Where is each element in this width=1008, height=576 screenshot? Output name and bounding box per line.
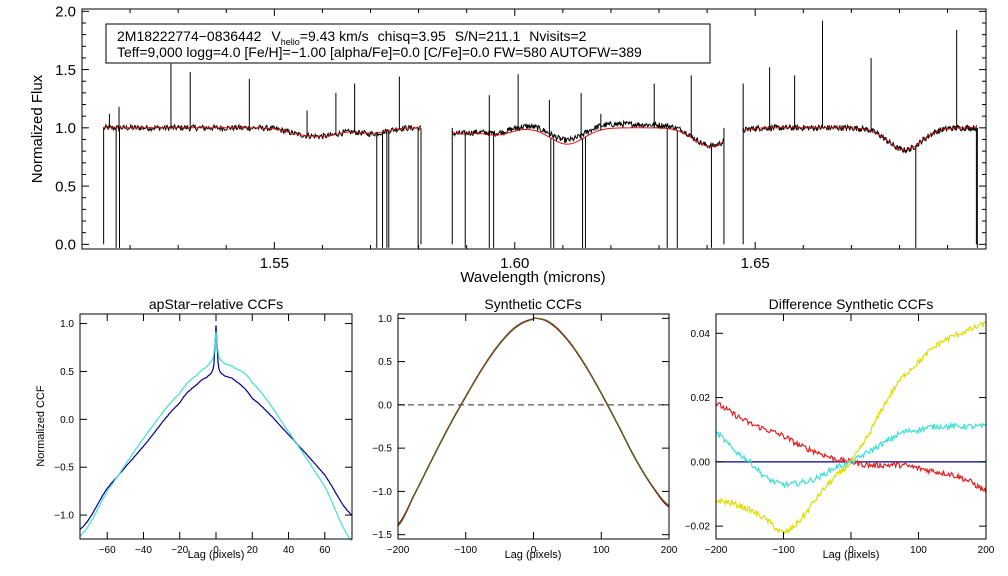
- apstar-ccf-ylabel: Normalized CCF: [35, 385, 47, 467]
- annotation-vhelio-value: =9.43 km/s: [300, 28, 369, 44]
- apstar-ccf-xlabel: Lag (pixels): [188, 549, 245, 561]
- synthetic-ccf-ytick-label: 0.0: [378, 400, 392, 411]
- apstar-ccf-ytick-label: −0.5: [54, 463, 74, 474]
- apstar-ccf-xtick-label: −20: [171, 545, 188, 556]
- synthetic-ccf-xtick-label: 200: [661, 545, 678, 556]
- synthetic-ccf-ticks: −200 −100 0 100 200 −1.5 −1.0 −0.5 0.0 0.5 1.0: [372, 314, 678, 556]
- spectrum-ytick-label: 0.0: [55, 237, 76, 254]
- synthetic-ccf-panel: −200 −100 0 100 200 −1.5 −1.0 −0.5 0.0 0.5 1.0 Syn…: [372, 296, 678, 561]
- synthetic-ccf-ytick-label: −1.0: [372, 487, 392, 498]
- spectrum-xlabel: Wavelength (microns): [460, 269, 605, 286]
- apstar-ccf-title: apStar−relative CCFs: [149, 296, 283, 312]
- apstar-ccf-xtick-label: 0: [213, 545, 219, 556]
- spectrum-ytick-label: 2.0: [55, 4, 76, 21]
- difference-ccf-frame: [715, 313, 987, 540]
- difference-ccf-xtick-label: 0: [848, 545, 854, 556]
- spectrum-model-line: [743, 127, 977, 151]
- spectrum-frame: [81, 8, 987, 250]
- annotation-chisq: chisq=3.95: [378, 28, 446, 44]
- synthetic-ccf-xtick-label: −200: [387, 545, 410, 556]
- spectrum-xtick-label: 1.60: [500, 255, 529, 272]
- apstar-ccf-xtick-label: −40: [135, 545, 152, 556]
- synthetic-ccf-ytick-label: −1.5: [372, 530, 392, 541]
- synthetic-ccf-xtick-label: 100: [593, 545, 610, 556]
- apstar-ccf-xtick-label: −60: [99, 545, 116, 556]
- difference-ccf-xtick-label: −200: [705, 545, 728, 556]
- difference-ccf-xtick-label: 100: [910, 545, 927, 556]
- synthetic-ccf-xtick-label: 0: [531, 545, 537, 556]
- spectrum-ytick-label: 1.0: [55, 120, 76, 137]
- difference-ccf-ytick-label: −0.02: [685, 522, 711, 533]
- spectrum-xtick-label: 1.55: [260, 255, 289, 272]
- annotation-line-1: 2M18222774−0836442 Vhelio=9.43 km/s chisq=…: [117, 28, 587, 47]
- spectrum-ytick-label: 0.5: [55, 178, 76, 195]
- difference-ccf-title: Difference Synthetic CCFs: [769, 296, 934, 312]
- apstar-ccf-frame: [79, 313, 353, 540]
- spectrum-ticks: 1.55 1.60 1.65 0.0 0.5 1.0 1.5 2.0: [55, 4, 986, 272]
- spectrum-ylabel: Normalized Flux: [29, 74, 46, 183]
- apstar-ccf-ytick-label: 1.0: [60, 319, 74, 330]
- synthetic-ccf-ytick-label: 0.5: [378, 357, 392, 368]
- synthetic-ccf-ytick-label: 1.0: [378, 314, 392, 325]
- apstar-ccf-data: [79, 325, 353, 542]
- difference-ccf-panel: −200 −100 0 100 200 −0.02 0.00 0.02 0.04 Differe…: [685, 296, 995, 561]
- annotation-params: Teff=9,000 logg=4.0 [Fe/H]=−1.00 [alpha/…: [117, 44, 642, 60]
- spectrum-model-line: [103, 127, 421, 137]
- apstar-ccf-xtick-label: 20: [247, 545, 259, 556]
- spectrum-data: [103, 20, 978, 248]
- apstar-ccf-xtick-label: 60: [319, 545, 331, 556]
- apstar-ccf-ticks: −60 −40 −20 0 20 40 60 −1.0 −0.5 0.0 0.5 1.0: [54, 314, 352, 556]
- apstar-ccf-series-visit-2: [79, 331, 353, 542]
- difference-ccf-ytick-label: 0.00: [691, 457, 711, 468]
- annotation-vhelio-sub: helio: [281, 37, 300, 47]
- apstar-ccf-ytick-label: 0.0: [60, 415, 74, 426]
- spectrum-panel: 1.55 1.60 1.65 0.0 0.5 1.0 1.5 2.0 Wavelength (…: [29, 4, 987, 286]
- apstar-ccf-series-visit-1: [79, 325, 353, 530]
- synthetic-ccf-title: Synthetic CCFs: [484, 296, 581, 312]
- synthetic-ccf-frame: [397, 313, 670, 540]
- apstar-ccf-ytick-label: −1.0: [54, 511, 74, 522]
- difference-ccf-data: [715, 321, 987, 536]
- annotation-snr: S/N=211.1: [455, 28, 521, 44]
- difference-ccf-xtick-label: −100: [772, 545, 795, 556]
- apstar-ccf-panel: −60 −40 −20 0 20 40 60 −1.0 −0.5 0.0 0.5 1.0 apStar…: [35, 296, 353, 561]
- difference-ccf-ytick-label: 0.02: [691, 393, 711, 404]
- spectrum-xtick-label: 1.65: [741, 255, 770, 272]
- annotation-box: [105, 23, 711, 64]
- annotation-nvisits: Nvisits=2: [529, 28, 586, 44]
- difference-ccf-xlabel: Lag (pixels): [823, 549, 880, 561]
- difference-ccf-xtick-label: 200: [978, 545, 995, 556]
- apstar-ccf-ytick-label: 0.5: [60, 367, 74, 378]
- spectrum-ytick-label: 1.5: [55, 62, 76, 79]
- synthetic-ccf-xtick-label: −100: [454, 545, 477, 556]
- difference-ccf-series-yellow: [715, 321, 987, 536]
- annotation-vhelio-prefix: V: [271, 28, 281, 44]
- synthetic-ccf-ytick-label: −0.5: [372, 444, 392, 455]
- spectrum-model-line: [452, 127, 725, 147]
- difference-ccf-ytick-label: 0.04: [691, 329, 711, 340]
- apstar-ccf-xtick-label: 40: [283, 545, 295, 556]
- synthetic-ccf-xlabel: Lag (pixels): [505, 549, 562, 561]
- spectrum-annotation: 2M18222774−0836442 Vhelio=9.43 km/s chisq=…: [105, 23, 711, 64]
- annotation-object: 2M18222774−0836442: [117, 28, 262, 44]
